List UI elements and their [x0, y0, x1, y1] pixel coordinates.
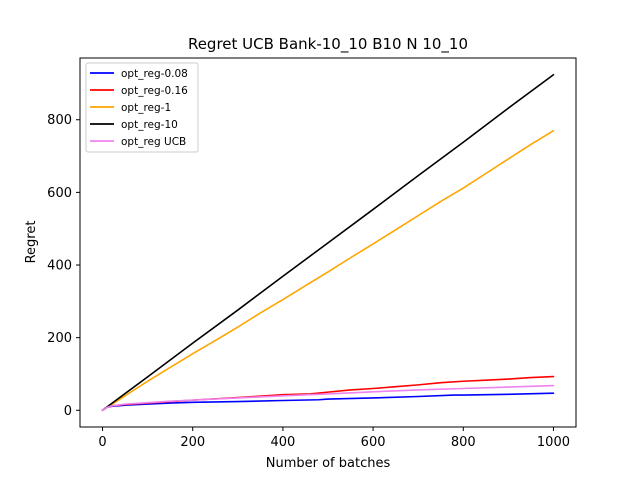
y-tick-label-1: 200: [47, 331, 72, 346]
x-tick-label-2: 400: [270, 435, 295, 450]
series-line-3: [101, 73, 555, 412]
chart-title: Regret UCB Bank-10_10 B10 N 10_10: [188, 35, 468, 54]
series-line-2: [101, 129, 555, 412]
x-tick-label-4: 800: [451, 435, 476, 450]
legend-label-3: opt_reg-10: [121, 119, 178, 131]
legend-box: [85, 62, 199, 153]
y-axis-label: Regret: [24, 221, 39, 264]
series-line-4: [101, 384, 555, 412]
x-tick-label-3: 600: [361, 435, 386, 450]
x-tick-label-0: 0: [98, 435, 106, 450]
legend-label-2: opt_reg-1: [121, 102, 171, 114]
x-tick-label-5: 1000: [537, 435, 570, 450]
x-tick-label-1: 200: [180, 435, 205, 450]
x-axis-label: Number of batches: [266, 456, 391, 471]
legend-label-1: opt_reg-0.16: [121, 85, 188, 97]
legend: opt_reg-0.08 opt_reg-0.16 opt_reg-1 opt_reg…: [85, 62, 199, 153]
legend-label-4: opt_reg UCB: [121, 136, 186, 148]
y-tick-label-0: 0: [64, 404, 72, 419]
ticks-layer: 0 200 400 600 800 1000 0 200 400 600 800: [47, 113, 570, 450]
y-tick-label-2: 400: [47, 259, 72, 274]
legend-label-0: opt_reg-0.08: [121, 68, 188, 80]
y-tick-label-4: 800: [47, 113, 72, 128]
plot-frame: [79, 57, 577, 428]
series-layer: [101, 73, 555, 412]
y-tick-label-3: 600: [47, 186, 72, 201]
